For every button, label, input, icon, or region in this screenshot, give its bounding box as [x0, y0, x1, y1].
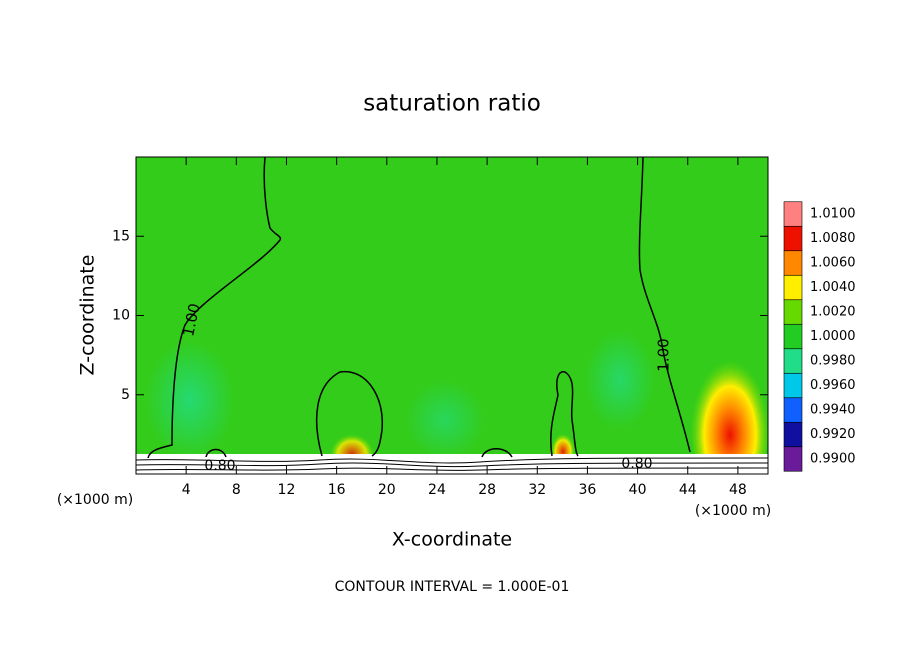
- y-axis-title: Z-coordinate: [77, 255, 99, 376]
- footer: CONTOUR INTERVAL = 1.000E-01: [335, 579, 570, 595]
- x-tick-label: 24: [428, 482, 446, 498]
- colorbar-label: 0.9960: [810, 378, 856, 393]
- x-tick-label: 20: [378, 482, 396, 498]
- colorbar-cell: [783, 397, 803, 423]
- x-tick-label: 32: [528, 482, 546, 498]
- colorbar-label: 0.9940: [810, 403, 856, 418]
- colorbar-cell: [783, 201, 803, 227]
- x-unit-label: (×1000 m): [57, 492, 133, 508]
- field-features: [136, 157, 768, 474]
- y-tick-label: 5: [121, 387, 130, 403]
- x-tick-label: 44: [679, 482, 697, 498]
- colorbar-label: 1.0020: [810, 305, 856, 320]
- colorbar-label: 1.0100: [810, 207, 856, 222]
- x-tick-label: 12: [278, 482, 296, 498]
- x-tick-label: 28: [478, 482, 496, 498]
- chart-title: saturation ratio: [363, 91, 541, 117]
- colorbar-cell: [783, 225, 803, 252]
- x-tick-label: 8: [232, 482, 241, 498]
- colorbar-cell: [783, 446, 803, 472]
- colorbar-label: 0.9980: [810, 354, 856, 369]
- colorbar-label: 1.0080: [810, 231, 856, 246]
- contour-label: 1.00: [655, 338, 673, 371]
- colorbar-label: 1.0040: [810, 280, 856, 295]
- colorbar-cell: [783, 250, 803, 276]
- x-unit-label: (×1000 m): [695, 503, 771, 519]
- y-tick-label: 10: [112, 308, 130, 324]
- contour-label: 0.80: [621, 456, 652, 472]
- x-tick-label: 48: [729, 482, 747, 498]
- colorbar-label: 0.9920: [810, 427, 856, 442]
- colorbar-cell: [783, 323, 803, 350]
- colorbar-label: 1.0000: [810, 329, 856, 344]
- colorbar-cell: [783, 421, 803, 448]
- y-tick-label: 15: [112, 228, 130, 244]
- colorbar-cell: [783, 348, 803, 374]
- x-tick-label: 36: [579, 482, 597, 498]
- colorbar-label: 1.0060: [810, 256, 856, 271]
- colorbar-cell: [783, 299, 803, 325]
- colorbar-cell: [783, 274, 803, 301]
- x-tick-label: 4: [182, 482, 191, 498]
- contour-label: 0.80: [204, 458, 235, 474]
- x-axis-title: X-coordinate: [392, 529, 512, 551]
- x-tick-label: 40: [629, 482, 647, 498]
- x-tick-label: 16: [328, 482, 346, 498]
- colorbar-label: 0.9900: [810, 452, 856, 467]
- colorbar-cell: [783, 372, 803, 399]
